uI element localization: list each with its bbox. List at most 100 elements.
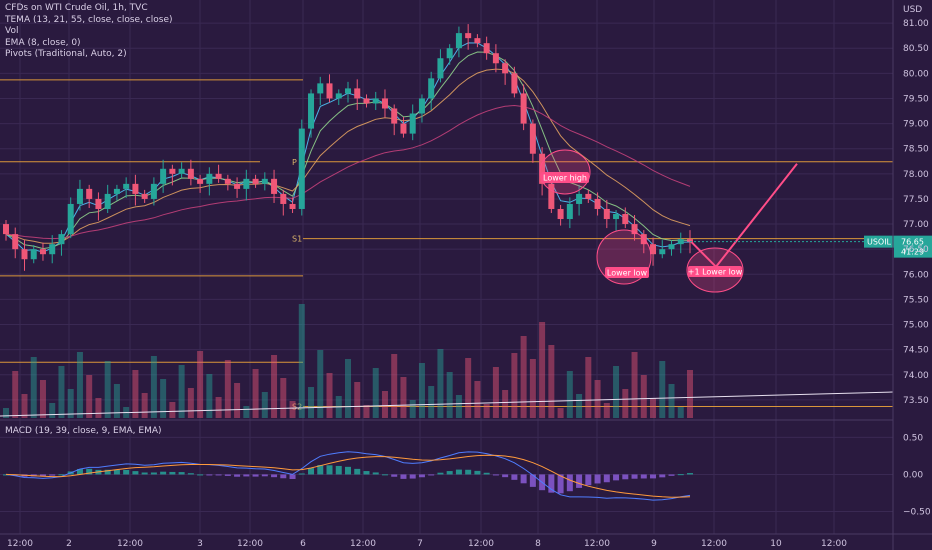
volume-bar bbox=[502, 390, 509, 418]
currency-label: USD bbox=[903, 5, 922, 15]
macd-histogram-bar bbox=[372, 472, 379, 475]
macd-histogram-bar bbox=[280, 474, 287, 479]
time-tick-label: 12:00 bbox=[821, 539, 847, 549]
candle-body bbox=[326, 83, 333, 99]
macd-histogram-bar bbox=[76, 469, 83, 475]
candle-body bbox=[372, 98, 379, 104]
countdown-tag: 41:29 bbox=[901, 248, 924, 257]
volume-bar bbox=[455, 395, 462, 418]
volume-bar bbox=[317, 350, 324, 418]
macd-histogram-bar bbox=[677, 474, 684, 476]
pivots-legend: Pivots (Traditional, Auto, 2) bbox=[5, 49, 127, 59]
macd-histogram-bar bbox=[520, 474, 527, 484]
macd-histogram-bar bbox=[400, 474, 407, 479]
volume-bar bbox=[428, 386, 435, 418]
macd-histogram-bar bbox=[483, 472, 490, 475]
volume-bar bbox=[659, 361, 666, 418]
volume-bar bbox=[372, 368, 379, 418]
lower-low-label-box bbox=[605, 267, 649, 278]
symbol-title: CFDs on WTI Crude Oil, 1h, TVC bbox=[5, 3, 148, 13]
macd-histogram-bar bbox=[363, 471, 370, 475]
price-tick-label: 78.00 bbox=[903, 170, 929, 180]
volume-bar bbox=[169, 402, 176, 418]
macd-histogram-bar bbox=[465, 469, 472, 475]
candle-body bbox=[557, 208, 564, 220]
macd-histogram-bar bbox=[492, 474, 499, 476]
candle-body bbox=[520, 93, 527, 124]
volume-bar bbox=[511, 353, 518, 418]
candle-body bbox=[335, 93, 342, 99]
candle-body bbox=[428, 78, 435, 99]
macd-histogram-bar bbox=[566, 474, 573, 492]
volume-bar bbox=[86, 375, 93, 418]
volume-bar bbox=[474, 381, 481, 418]
price-tick-label: 77.50 bbox=[903, 195, 929, 205]
macd-histogram-bar bbox=[308, 468, 315, 475]
price-tick-label: 77.00 bbox=[903, 220, 929, 230]
volume-bar bbox=[465, 358, 472, 418]
time-tick-label: 12:00 bbox=[350, 539, 376, 549]
tema-line bbox=[5, 42, 691, 253]
candle-body bbox=[677, 239, 684, 245]
candle-body bbox=[354, 88, 361, 99]
candle-body bbox=[622, 214, 629, 225]
volume-bar bbox=[104, 361, 111, 418]
macd-histogram-bar bbox=[86, 468, 93, 475]
annotations: Lower high Lower low +1 Lower low USOIL 76.6… bbox=[539, 149, 932, 293]
volume-bar bbox=[446, 372, 453, 418]
macd-histogram-bar bbox=[511, 474, 518, 480]
candlesticks bbox=[3, 24, 693, 271]
time-tick-label: 3 bbox=[197, 539, 203, 549]
volume-bar bbox=[594, 380, 601, 418]
time-tick-label: 10 bbox=[770, 539, 782, 549]
candle-body bbox=[76, 188, 83, 204]
time-tick-label: 12:00 bbox=[117, 539, 143, 549]
price-tick-label: 76.00 bbox=[903, 270, 929, 280]
price-tick-label: 75.50 bbox=[903, 295, 929, 305]
candle-body bbox=[566, 203, 573, 220]
candle-body bbox=[215, 173, 222, 179]
macd-histogram-bar bbox=[640, 474, 647, 479]
candle-body bbox=[123, 183, 130, 189]
candle-body bbox=[178, 168, 185, 174]
macd-legend: MACD (19, 39, close, 9, EMA, EMA) bbox=[5, 426, 162, 436]
macd-histogram-bar bbox=[132, 471, 139, 475]
macd-histogram-bar bbox=[548, 474, 555, 493]
ema-8-line bbox=[5, 51, 691, 250]
candle-body bbox=[271, 178, 278, 194]
volume-bar bbox=[418, 363, 425, 418]
time-tick-label: 12:00 bbox=[701, 539, 727, 549]
time-tick-label: 9 bbox=[651, 539, 657, 549]
macd-histogram-bar bbox=[474, 470, 481, 475]
volume-bar bbox=[49, 403, 56, 418]
candle-body bbox=[197, 178, 204, 184]
pivot-label-s2: S2 bbox=[292, 402, 302, 411]
lower-high-label-box bbox=[541, 172, 589, 183]
macd-histogram-bar bbox=[437, 472, 444, 475]
candle-body bbox=[317, 83, 324, 94]
volume-bar bbox=[160, 379, 167, 418]
volume-bar bbox=[21, 394, 28, 418]
volume-bar bbox=[677, 407, 684, 418]
macd-histogram-bar bbox=[418, 474, 425, 478]
macd-histogram-bar bbox=[502, 474, 509, 478]
candle-body bbox=[529, 123, 536, 154]
candle-body bbox=[613, 214, 620, 220]
macd-histogram-bar bbox=[529, 474, 536, 487]
candle-body bbox=[104, 193, 111, 209]
volume-bar bbox=[67, 389, 74, 418]
candle-body bbox=[631, 224, 638, 235]
macd-histogram-bar bbox=[234, 474, 241, 477]
candle-body bbox=[39, 249, 46, 255]
candle-body bbox=[58, 234, 65, 245]
moving-averages bbox=[5, 42, 691, 253]
volume-bar bbox=[345, 359, 351, 418]
volume-ma-line bbox=[0, 391, 894, 417]
volume-bar bbox=[668, 384, 675, 418]
macd-histogram-bar bbox=[613, 474, 620, 481]
candle-body bbox=[298, 128, 305, 209]
candle-body bbox=[363, 98, 370, 104]
volume-bars bbox=[0, 304, 894, 418]
